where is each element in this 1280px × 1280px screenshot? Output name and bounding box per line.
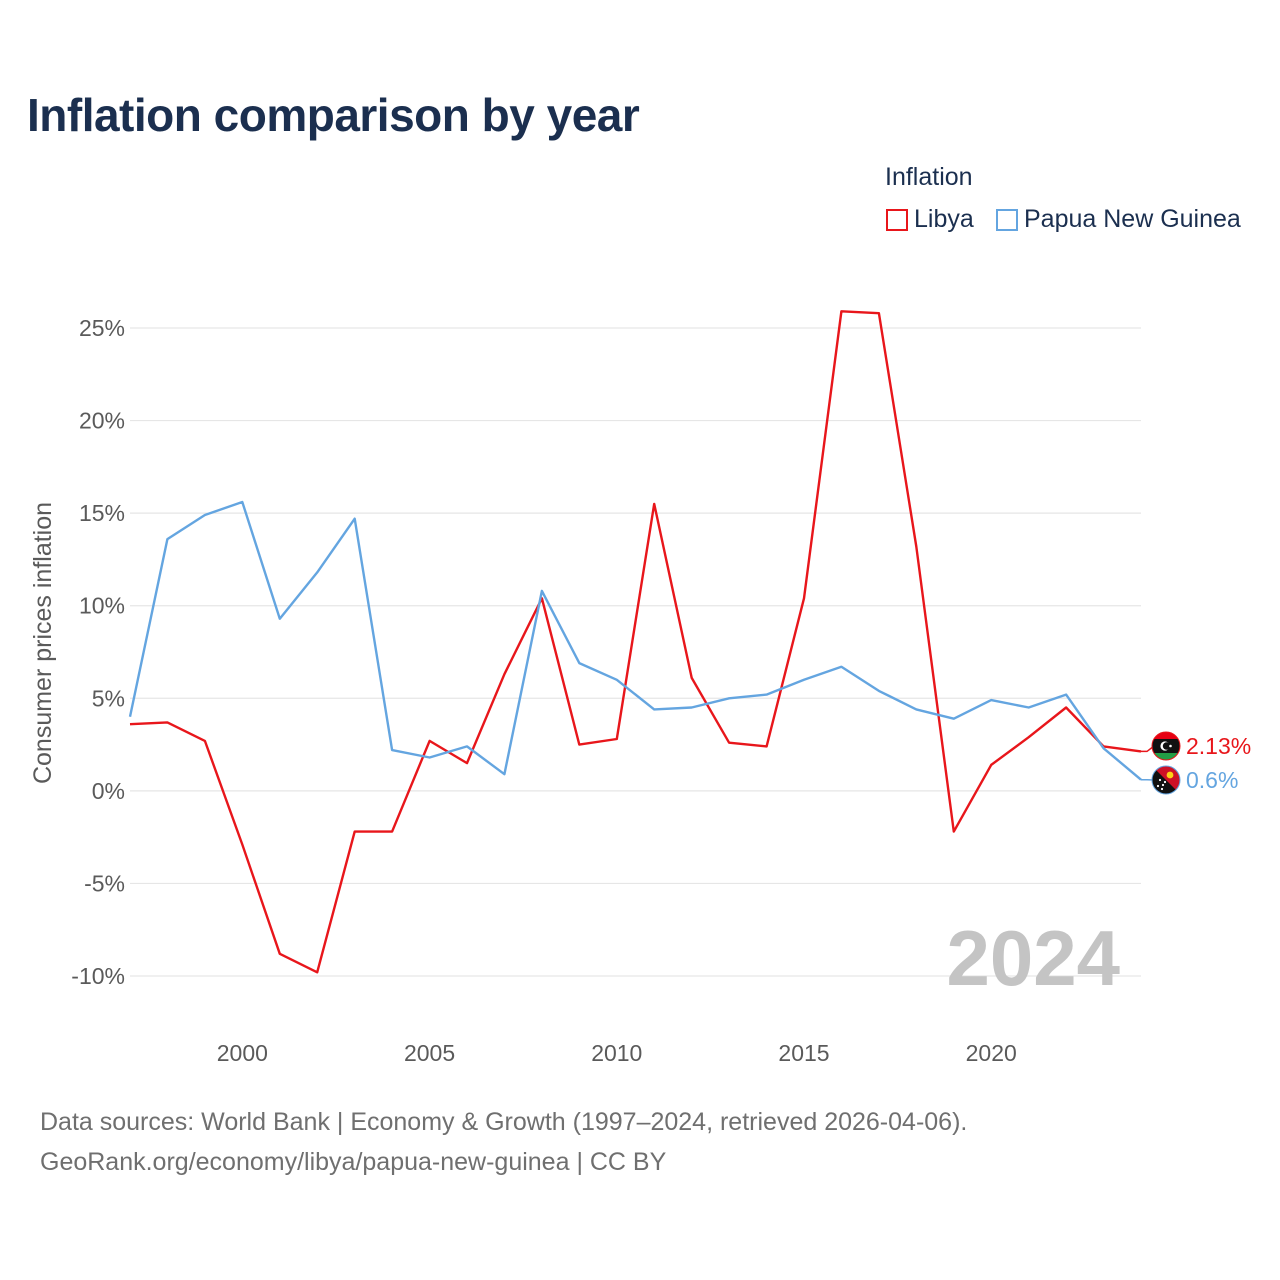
footer-sources: Data sources: World Bank | Economy & Gro… <box>40 1108 968 1136</box>
x-axis-ticks: 2000 2005 2010 2015 2020 <box>217 1040 1017 1066</box>
y-axis-ticks: 25% 20% 15% 10% 5% 0% -5% -10% <box>71 315 125 989</box>
year-annotation: 2024 <box>946 914 1120 1002</box>
legend-item-libya[interactable]: Libya <box>886 205 974 234</box>
legend-swatch-libya <box>886 208 908 231</box>
libya-flag-icon <box>1151 731 1181 761</box>
gridlines <box>130 327 1141 977</box>
legend-label-libya: Libya <box>914 205 974 233</box>
y-tick-label: 5% <box>92 685 125 711</box>
series-line-papua-new-guinea[interactable] <box>128 500 1142 781</box>
y-tick-label: 15% <box>79 500 125 526</box>
x-tick-label: 2020 <box>966 1040 1017 1066</box>
y-tick-label: 20% <box>79 408 125 434</box>
y-tick-label: 0% <box>92 778 125 804</box>
footer-link[interactable]: GeoRank.org/economy/libya/papua-new-guin… <box>40 1148 667 1176</box>
legend-item-papua-new-guinea[interactable]: Papua New Guinea <box>996 205 1241 234</box>
legend-label-papua-new-guinea: Papua New Guinea <box>1024 205 1241 233</box>
chart-title: Inflation comparison by year <box>27 89 640 141</box>
x-tick-label: 2000 <box>217 1040 268 1066</box>
y-tick-label: 10% <box>79 593 125 619</box>
x-tick-label: 2010 <box>591 1040 642 1066</box>
legend-title: Inflation <box>885 163 973 191</box>
end-label-papua-new-guinea: 0.6% <box>1186 767 1238 793</box>
png-flag-icon <box>1151 765 1181 795</box>
series-lines <box>128 310 1142 974</box>
x-tick-label: 2015 <box>778 1040 829 1066</box>
y-tick-label: -5% <box>84 870 125 896</box>
series-line-libya[interactable] <box>129 310 1142 974</box>
x-tick-label: 2005 <box>404 1040 455 1066</box>
y-tick-label: -10% <box>71 963 125 989</box>
end-labels: 2.13% 0.6% <box>1141 731 1251 795</box>
y-tick-label: 25% <box>79 315 125 341</box>
legend-swatch-papua-new-guinea <box>996 208 1018 231</box>
y-axis-title: Consumer prices inflation <box>29 502 57 784</box>
end-label-libya: 2.13% <box>1186 733 1251 759</box>
